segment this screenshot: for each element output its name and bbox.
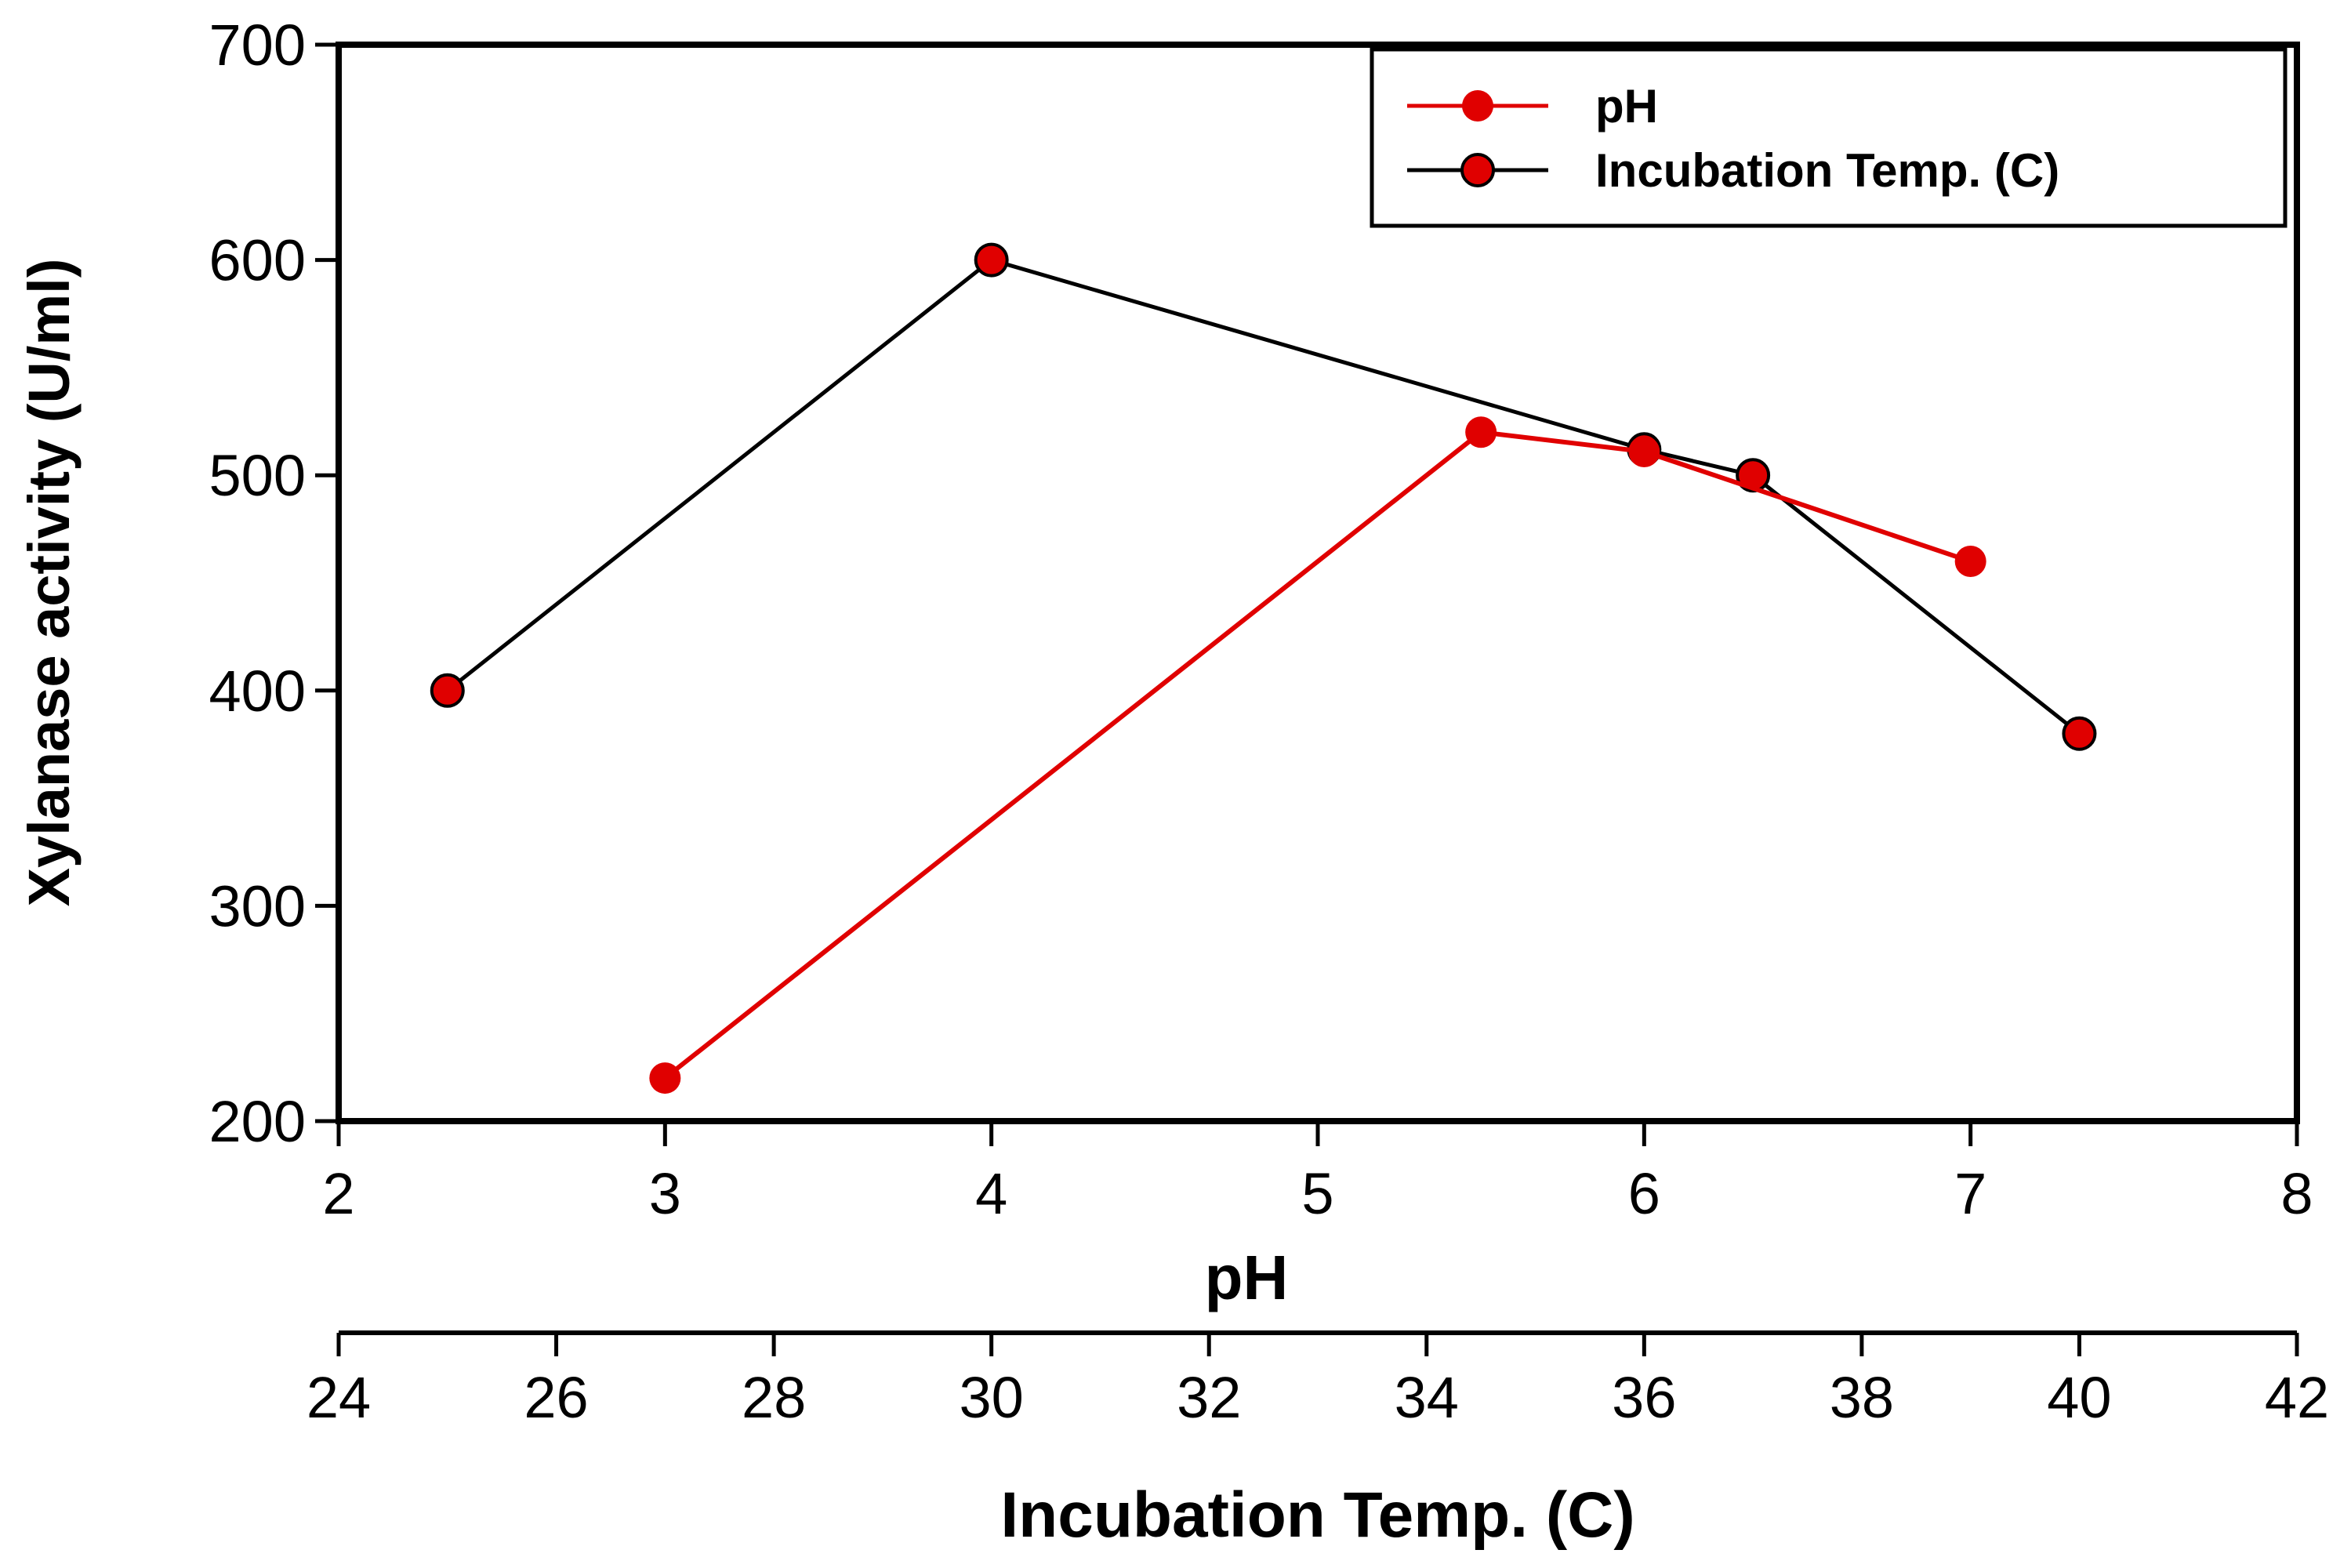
y-tick-label: 500 bbox=[209, 443, 306, 508]
data-point-temp bbox=[430, 673, 465, 708]
data-point-ph bbox=[1954, 546, 1986, 578]
primary-x-axis-title: pH bbox=[1205, 1243, 1289, 1312]
legend: pH Incubation Temp. (C) bbox=[1370, 47, 2288, 228]
data-point-temp bbox=[974, 242, 1009, 278]
data-point-ph bbox=[1465, 416, 1497, 448]
data-point-temp bbox=[2062, 716, 2097, 751]
secondary-x-axis-ticks: 24 26 28 30 32 34 36 38 40 42 bbox=[307, 1333, 2329, 1430]
series-line-temp bbox=[446, 257, 2081, 735]
x-tick-label: 8 bbox=[2280, 1161, 2313, 1226]
x2-tick-label: 36 bbox=[1612, 1365, 1676, 1430]
secondary-x-axis-title: Incubation Temp. (C) bbox=[1000, 1479, 1634, 1551]
x-tick-label: 7 bbox=[1954, 1161, 1986, 1226]
x2-tick-label: 30 bbox=[960, 1365, 1024, 1430]
y-axis-title: Xylanase activity (U/ml) bbox=[16, 259, 82, 907]
data-point-ph bbox=[649, 1062, 681, 1094]
primary-x-axis-ticks: 2 3 4 5 6 7 8 bbox=[322, 1121, 2313, 1226]
x-tick-label: 5 bbox=[1301, 1161, 1333, 1226]
legend-swatch-temp-marker bbox=[1460, 153, 1495, 187]
legend-box bbox=[1370, 47, 2288, 228]
x2-tick-label: 38 bbox=[1830, 1365, 1894, 1430]
x2-tick-label: 34 bbox=[1395, 1365, 1459, 1430]
y-tick-label: 700 bbox=[209, 13, 306, 78]
y-tick-label: 300 bbox=[209, 873, 306, 938]
x2-tick-label: 32 bbox=[1177, 1365, 1241, 1430]
y-tick-label: 400 bbox=[209, 659, 306, 724]
x2-tick-label: 40 bbox=[2047, 1365, 2111, 1430]
data-point-ph bbox=[1628, 435, 1660, 467]
x-tick-label: 2 bbox=[322, 1161, 354, 1226]
x-tick-label: 4 bbox=[975, 1161, 1007, 1226]
y-tick-label: 200 bbox=[209, 1089, 306, 1154]
x2-tick-label: 26 bbox=[524, 1365, 588, 1430]
legend-swatch-ph-marker bbox=[1462, 90, 1493, 122]
y-tick-label: 600 bbox=[209, 228, 306, 293]
x2-tick-label: 28 bbox=[742, 1365, 806, 1430]
y-axis-ticks: 200 300 400 500 600 700 bbox=[209, 13, 339, 1154]
legend-label-temp: Incubation Temp. (C) bbox=[1595, 144, 2059, 197]
series-layer bbox=[430, 242, 2097, 1094]
x2-tick-label: 24 bbox=[307, 1365, 371, 1430]
legend-label-ph: pH bbox=[1595, 80, 1658, 132]
x-tick-label: 6 bbox=[1628, 1161, 1660, 1226]
x-tick-label: 3 bbox=[649, 1161, 681, 1226]
x2-tick-label: 42 bbox=[2265, 1365, 2329, 1430]
series-line-ph bbox=[663, 430, 1972, 1080]
